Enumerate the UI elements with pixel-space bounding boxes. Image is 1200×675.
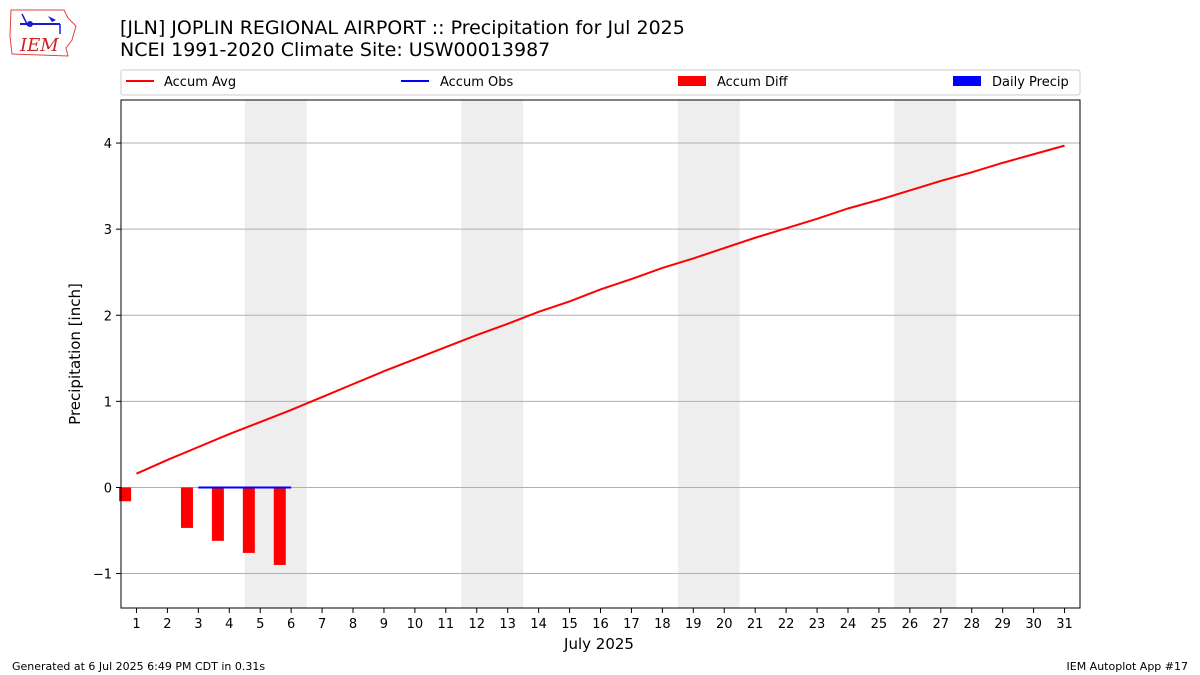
y-tick-label: −1 [93, 568, 112, 583]
x-tick-label: 13 [499, 617, 516, 632]
y-tick-label: 1 [104, 395, 112, 410]
x-tick-label: 27 [933, 617, 950, 632]
x-tick-label: 14 [530, 617, 547, 632]
footer-app-text: IEM Autoplot App #17 [1066, 660, 1189, 673]
weekend-shade [894, 100, 957, 608]
x-tick-label: 31 [1056, 617, 1073, 632]
iem-logo: IEM [8, 6, 80, 60]
x-tick-label: 26 [902, 617, 919, 632]
y-axis-label: Precipitation [inch] [66, 283, 84, 425]
x-tick-label: 1 [132, 617, 140, 632]
x-axis-label: July 2025 [563, 635, 634, 653]
y-tick-label: 3 [104, 223, 112, 238]
x-tick-label: 19 [685, 617, 702, 632]
accum-diff-bar [119, 487, 132, 502]
x-tick-label: 12 [468, 617, 485, 632]
accum-diff-bar [180, 487, 193, 528]
legend-daily-precip-swatch [953, 76, 981, 86]
x-tick-label: 8 [349, 617, 357, 632]
accum-diff-bar [242, 487, 255, 553]
x-tick-label: 6 [287, 617, 295, 632]
iowa-map-icon: IEM [9, 9, 77, 57]
legend-daily-precip-label: Daily Precip [992, 75, 1069, 90]
x-tick-label: 30 [1025, 617, 1042, 632]
x-tick-label: 3 [194, 617, 202, 632]
weekend-shade [677, 100, 740, 608]
title-line-1: [JLN] JOPLIN REGIONAL AIRPORT :: Precipi… [120, 17, 685, 39]
logo-text: IEM [19, 35, 59, 56]
accum-avg-line [136, 144, 1065, 475]
x-tick-label: 4 [225, 617, 233, 632]
x-tick-label: 17 [623, 617, 640, 632]
x-tick-label: 20 [716, 617, 733, 632]
chart-title: [JLN] JOPLIN REGIONAL AIRPORT :: Precipi… [120, 17, 685, 61]
x-tick-label: 29 [994, 617, 1011, 632]
x-tick-label: 25 [871, 617, 888, 632]
x-tick-label: 21 [747, 617, 764, 632]
title-line-2: NCEI 1991-2020 Climate Site: USW00013987 [120, 39, 551, 61]
y-tick-label: 2 [104, 309, 112, 324]
y-tick-label: 4 [104, 137, 112, 152]
legend-frame [120, 69, 1081, 96]
x-tick-label: 16 [592, 617, 609, 632]
footer-generated-text: Generated at 6 Jul 2025 6:49 PM CDT in 0… [12, 660, 266, 673]
legend-accum-obs-label: Accum Obs [440, 75, 513, 90]
legend-accum-diff-swatch [678, 76, 706, 86]
weekend-shade [461, 100, 524, 608]
legend-accum-diff-label: Accum Diff [717, 75, 789, 90]
x-tick-label: 28 [963, 617, 980, 632]
x-tick-label: 15 [561, 617, 578, 632]
x-tick-label: 10 [407, 617, 424, 632]
x-tick-label: 11 [438, 617, 455, 632]
x-tick-label: 24 [840, 617, 857, 632]
accum-diff-bar [273, 487, 286, 565]
accum-diff-bar [211, 487, 224, 541]
legend-accum-avg-label: Accum Avg [164, 75, 236, 90]
x-tick-label: 9 [380, 617, 388, 632]
x-tick-label: 18 [654, 617, 671, 632]
x-tick-label: 23 [809, 617, 826, 632]
x-tick-label: 2 [163, 617, 171, 632]
y-tick-label: 0 [104, 481, 112, 496]
x-tick-label: 7 [318, 617, 326, 632]
legend: Accum Avg Accum Obs Accum Diff Daily Pre… [120, 69, 1081, 96]
x-tick-label: 5 [256, 617, 264, 632]
x-tick-label: 22 [778, 617, 795, 632]
